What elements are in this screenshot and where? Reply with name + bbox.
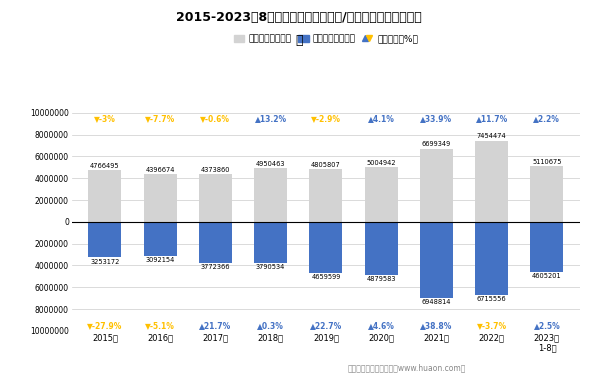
Text: 制图：华经产业研究院（www.huaon.com）: 制图：华经产业研究院（www.huaon.com） <box>347 363 466 372</box>
Text: ▲21.7%: ▲21.7% <box>199 321 231 330</box>
Bar <box>365 167 398 222</box>
Text: 6948814: 6948814 <box>422 299 451 305</box>
Text: 4659599: 4659599 <box>311 274 341 280</box>
Text: ▼-7.7%: ▼-7.7% <box>145 114 175 123</box>
Text: 4396674: 4396674 <box>145 167 175 173</box>
Text: 7454474: 7454474 <box>477 133 507 139</box>
Text: 4766495: 4766495 <box>90 162 120 168</box>
Text: 3253172: 3253172 <box>90 259 120 265</box>
Bar <box>254 222 287 263</box>
Text: ▼-2.9%: ▼-2.9% <box>311 114 341 123</box>
Text: 6715556: 6715556 <box>477 296 507 302</box>
Text: 2015-2023年8月河北省（境内目的地/货源地）进、出口额统: 2015-2023年8月河北省（境内目的地/货源地）进、出口额统 <box>176 11 422 24</box>
Text: 3790534: 3790534 <box>256 264 285 270</box>
Text: 5004942: 5004942 <box>367 160 396 166</box>
Text: 3772366: 3772366 <box>201 264 230 270</box>
Text: ▲22.7%: ▲22.7% <box>310 321 342 330</box>
Bar <box>309 170 343 222</box>
Text: 3092154: 3092154 <box>145 257 175 263</box>
Text: 4950463: 4950463 <box>256 161 285 167</box>
Text: ▼-27.9%: ▼-27.9% <box>87 321 123 330</box>
Bar <box>144 174 177 222</box>
Bar <box>475 141 508 222</box>
Bar <box>420 222 453 298</box>
Text: ▼-3%: ▼-3% <box>94 114 116 123</box>
Bar <box>89 222 121 257</box>
Text: 4373860: 4373860 <box>201 167 230 173</box>
Text: ▼-5.1%: ▼-5.1% <box>145 321 175 330</box>
Bar <box>530 222 563 272</box>
Bar <box>475 222 508 295</box>
Text: 4805807: 4805807 <box>311 162 341 168</box>
Text: ▼-3.7%: ▼-3.7% <box>477 321 507 330</box>
Bar <box>530 166 563 222</box>
Bar <box>89 170 121 222</box>
Text: ▲4.1%: ▲4.1% <box>368 114 395 123</box>
Text: ▲13.2%: ▲13.2% <box>255 114 286 123</box>
Text: 计: 计 <box>295 34 303 47</box>
Bar <box>199 174 232 222</box>
Text: ▲2.5%: ▲2.5% <box>533 321 560 330</box>
Text: ▲0.3%: ▲0.3% <box>257 321 284 330</box>
Text: ▲38.8%: ▲38.8% <box>420 321 453 330</box>
Bar <box>254 168 287 222</box>
Text: 6699349: 6699349 <box>422 141 451 147</box>
Bar <box>309 222 343 273</box>
Text: ▲33.9%: ▲33.9% <box>420 114 453 123</box>
Text: ▲2.2%: ▲2.2% <box>533 114 560 123</box>
Text: ▲11.7%: ▲11.7% <box>475 114 508 123</box>
Text: ▲4.6%: ▲4.6% <box>368 321 395 330</box>
Bar <box>199 222 232 263</box>
Legend: 出口额（万美元）, 进口额（万美元）, 同比增长（%）: 出口额（万美元）, 进口额（万美元）, 同比增长（%） <box>234 35 418 44</box>
Bar <box>365 222 398 275</box>
Text: ▼-0.6%: ▼-0.6% <box>200 114 230 123</box>
Bar <box>144 222 177 256</box>
Bar <box>420 149 453 222</box>
Text: 5110675: 5110675 <box>532 159 562 165</box>
Text: 4879583: 4879583 <box>367 276 396 282</box>
Text: 4605201: 4605201 <box>532 273 562 279</box>
